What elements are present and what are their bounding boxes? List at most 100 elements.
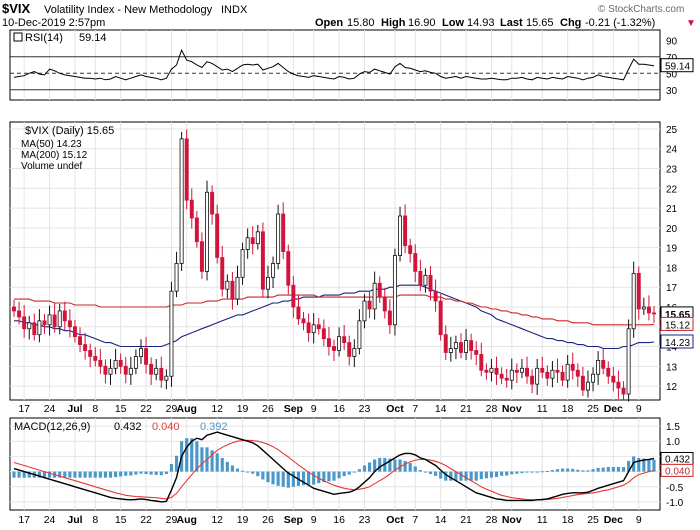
- macd-histogram-bar: [560, 468, 565, 472]
- macd-histogram-bar: [642, 458, 646, 472]
- macd-histogram-bar: [73, 471, 77, 478]
- candle-body: [519, 367, 524, 373]
- candle-body: [184, 138, 189, 201]
- candle-body: [540, 367, 545, 373]
- x-axis-label: 19: [237, 514, 249, 526]
- macd-histogram-bar: [525, 471, 529, 473]
- candle-body: [62, 310, 67, 322]
- macd-histogram-bar: [266, 471, 270, 483]
- candle-body: [205, 191, 209, 272]
- price-tick-label: 12: [666, 382, 678, 393]
- x-axis-label: 7: [412, 403, 418, 415]
- x-axis-label: Dec: [604, 514, 623, 526]
- macd-histogram-bar: [373, 459, 377, 472]
- rsi-plot: [13, 48, 655, 81]
- exchange-name: INDX: [221, 4, 248, 16]
- candle-body: [484, 369, 489, 373]
- candle-body: [631, 272, 636, 330]
- candle-body: [575, 369, 580, 377]
- macd-histogram-bar: [591, 469, 595, 472]
- x-axis-label: Dec: [604, 403, 623, 415]
- macd-tick-label: -1.0: [666, 498, 684, 509]
- macd-histogram-bar: [108, 471, 113, 478]
- macd-histogram-bar: [195, 441, 199, 472]
- legend-ma50: MA(50) 14.23: [21, 139, 82, 150]
- candle-body: [504, 377, 509, 381]
- macd-histogram-bar: [571, 468, 575, 472]
- candle-body: [616, 381, 621, 389]
- macd-histogram-bar: [22, 471, 26, 478]
- macd-histogram-bar: [627, 460, 631, 472]
- candle-body: [641, 306, 646, 310]
- x-axis-label: 26: [262, 403, 274, 415]
- x-axis-label: 15: [115, 403, 127, 415]
- watermark: © StockCharts.com: [598, 4, 684, 15]
- macd-histogram-bar: [301, 471, 306, 486]
- x-axis-label: 18: [562, 514, 574, 526]
- macd-histogram-bar: [276, 471, 280, 486]
- candle-body: [367, 300, 372, 310]
- macd-histogram-bar: [408, 463, 412, 472]
- rsi-legend: RSI(14) 59.14: [13, 32, 107, 44]
- open-value: 15.80: [347, 17, 375, 29]
- macd-histogram-bar: [515, 471, 519, 474]
- candle-body: [580, 375, 585, 391]
- macd-histogram-bar: [63, 471, 67, 478]
- macd-histogram-bar: [520, 471, 524, 474]
- chart-date: 10-Dec-2019 2:57pm: [2, 17, 105, 29]
- macd-tick-label: 1.5: [666, 422, 680, 433]
- macd-histogram-bar: [342, 471, 346, 477]
- candle-body: [469, 340, 474, 351]
- candle-body: [418, 270, 423, 286]
- candle-body: [286, 251, 291, 286]
- candle-body: [108, 367, 113, 375]
- macd-histogram-bar: [566, 468, 570, 472]
- candle-body: [118, 359, 123, 367]
- high-label: High: [381, 17, 406, 29]
- x-axis-label: 28: [486, 403, 498, 415]
- macd-histogram-bar: [510, 471, 514, 475]
- price-badge-text: 15.12: [665, 320, 690, 331]
- candle-body: [17, 310, 22, 318]
- macd-histogram-bar: [134, 471, 138, 475]
- candle-body: [347, 342, 352, 357]
- candle-body: [78, 336, 83, 345]
- candle-body: [32, 322, 37, 336]
- x-axis-label: 11: [537, 403, 548, 415]
- x-axis-label: 29: [166, 403, 178, 415]
- macd-histogram-bar: [484, 471, 488, 479]
- candle-body: [382, 296, 387, 312]
- macd-histogram-bar: [174, 455, 179, 472]
- candle-body: [321, 328, 326, 340]
- macd-histogram-bar: [545, 470, 549, 472]
- candle-body: [149, 363, 154, 375]
- candle-body: [255, 231, 260, 245]
- macd-histogram-bar: [357, 469, 361, 472]
- rsi-tick-label: 50: [666, 69, 678, 80]
- price-tick-label: 22: [666, 184, 678, 195]
- x-axis-label: Aug: [176, 514, 196, 526]
- x-axis-label: 9: [636, 403, 642, 415]
- macd-histogram-bar: [114, 471, 118, 478]
- open-label: Open: [315, 17, 343, 29]
- candle-body: [606, 367, 611, 377]
- macd-histogram-bar: [479, 471, 483, 480]
- macd-histogram-bar: [464, 471, 468, 481]
- candle-body: [103, 365, 108, 375]
- price-tick-label: 25: [666, 125, 678, 136]
- candle-body: [113, 359, 118, 369]
- macd-histogram-bar: [388, 458, 392, 472]
- macd-tick-label: 1.0: [666, 437, 680, 448]
- candle-body: [128, 367, 133, 375]
- macd-histogram-bar: [149, 471, 153, 475]
- x-axis-label: 28: [486, 514, 498, 526]
- x-axis-label: Jul: [67, 403, 82, 415]
- candle-body: [377, 282, 382, 298]
- x-axis-label: 9: [311, 403, 317, 415]
- price-badge-text: 14.23: [665, 338, 690, 349]
- macd-histogram-bar: [576, 469, 580, 472]
- chg-value: -0.21 (-1.32%): [585, 17, 655, 29]
- candle-body: [585, 381, 590, 391]
- macd-histogram-bar: [144, 471, 148, 475]
- macd-histogram-bar: [637, 457, 641, 472]
